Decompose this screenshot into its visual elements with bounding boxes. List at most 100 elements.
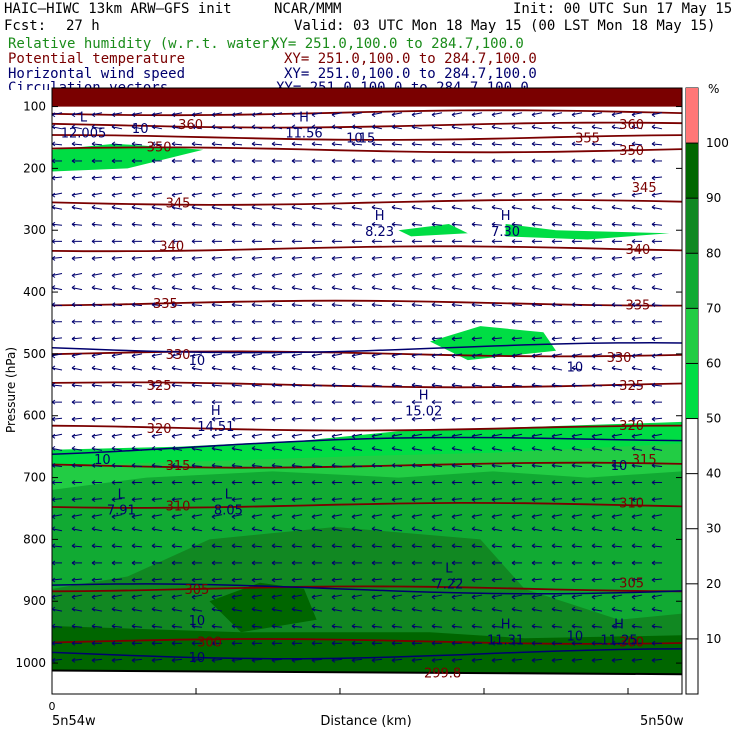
colorbar-swatch xyxy=(686,308,698,364)
vector-head xyxy=(311,273,316,278)
vector-head xyxy=(651,526,656,532)
vector-arrow xyxy=(391,192,403,196)
vector-arrow xyxy=(171,176,183,179)
vector-head xyxy=(651,302,656,308)
vector-head xyxy=(511,640,516,646)
theta-contour xyxy=(51,109,683,117)
vector-arrow xyxy=(371,578,383,581)
vector-arrow xyxy=(551,498,563,501)
vector-head xyxy=(511,141,516,147)
vector-head xyxy=(271,543,276,549)
vector-head xyxy=(451,141,456,147)
vector-head xyxy=(231,640,236,646)
vector-arrow xyxy=(311,447,323,451)
vector-arrow xyxy=(251,256,263,259)
vector-head xyxy=(211,416,216,422)
vector-arrow xyxy=(631,304,643,307)
vector-head xyxy=(611,124,616,130)
vector-head xyxy=(571,365,576,371)
vector-head xyxy=(651,319,656,325)
vector-head xyxy=(571,463,576,468)
vector-arrow xyxy=(431,192,443,196)
vector-head xyxy=(111,526,116,532)
vector-head xyxy=(531,336,536,342)
vector-arrow xyxy=(611,337,623,340)
vector-arrow xyxy=(171,112,183,116)
vector-arrow xyxy=(371,176,383,179)
vector-head xyxy=(151,594,156,600)
vector-arrow xyxy=(291,192,303,196)
vector-head xyxy=(531,382,536,388)
vector-arrow xyxy=(91,192,103,196)
vector-head xyxy=(331,526,336,532)
vector-head xyxy=(151,463,156,468)
vector-arrow xyxy=(411,578,423,581)
legend-rh-name: Relative humidity (w.r.t. water) xyxy=(8,36,278,52)
vector-arrow xyxy=(411,528,423,532)
vector-head xyxy=(231,526,236,532)
vector-arrow xyxy=(51,658,63,661)
theta-contour xyxy=(51,424,683,432)
vector-head xyxy=(151,141,156,147)
vector-arrow xyxy=(651,433,663,437)
vector-arrow xyxy=(571,206,583,210)
vector-arrow xyxy=(71,112,83,116)
vector-arrow xyxy=(51,192,63,196)
vector-head xyxy=(411,577,416,583)
vector-arrow xyxy=(91,143,103,146)
wind-label: 10 xyxy=(94,453,111,468)
vector-arrow xyxy=(231,594,243,598)
vector-arrow xyxy=(391,367,403,371)
vector-arrow xyxy=(91,417,103,420)
vector-head xyxy=(371,365,376,371)
vector-arrow xyxy=(611,126,623,130)
vector-arrow xyxy=(251,545,263,548)
vector-head xyxy=(491,353,496,359)
vector-head xyxy=(231,657,236,663)
vector-head xyxy=(151,285,156,291)
vector-head xyxy=(291,433,296,439)
vector-head xyxy=(451,175,456,181)
vector-head xyxy=(311,623,316,629)
vector-head xyxy=(591,238,596,244)
vector-head xyxy=(291,336,296,342)
vector-head xyxy=(531,463,536,468)
vector-head xyxy=(431,192,436,198)
vector-arrow xyxy=(191,337,203,340)
theta-contour xyxy=(51,638,683,645)
vector-arrow xyxy=(471,417,483,420)
vector-head xyxy=(131,112,136,118)
vector-arrow xyxy=(431,223,443,226)
vector-head xyxy=(611,623,616,629)
theta-contour xyxy=(51,461,683,469)
vector-head xyxy=(91,336,96,342)
vector-head xyxy=(131,399,136,405)
vector-arrow xyxy=(191,498,203,501)
vector-arrow xyxy=(411,192,423,196)
colorbar-tick-label: 50 xyxy=(706,412,721,426)
vector-head xyxy=(571,204,576,210)
vector-arrow xyxy=(291,273,303,277)
vector-head xyxy=(571,497,576,503)
vector-head xyxy=(171,606,176,612)
extremum-value: 14.51 xyxy=(197,420,234,435)
vector-arrow xyxy=(411,608,423,612)
vector-head xyxy=(651,175,656,181)
vector-head xyxy=(491,497,496,503)
vector-arrow xyxy=(311,223,323,226)
vector-head xyxy=(211,480,216,485)
vector-arrow xyxy=(411,384,423,387)
vector-head xyxy=(391,623,396,629)
vector-head xyxy=(151,302,156,308)
vector-head xyxy=(331,640,336,646)
vector-arrow xyxy=(331,498,343,501)
vector-head xyxy=(471,302,476,308)
vector-head xyxy=(271,192,276,198)
vector-arrow xyxy=(211,192,223,196)
plot-frame xyxy=(51,87,683,695)
vector-head xyxy=(371,526,376,532)
vector-head xyxy=(371,594,376,600)
vector-head xyxy=(391,560,396,566)
vector-arrow xyxy=(151,176,163,179)
vector-head xyxy=(491,192,496,198)
